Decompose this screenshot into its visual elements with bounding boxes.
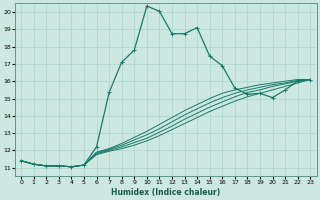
X-axis label: Humidex (Indice chaleur): Humidex (Indice chaleur) — [111, 188, 220, 197]
